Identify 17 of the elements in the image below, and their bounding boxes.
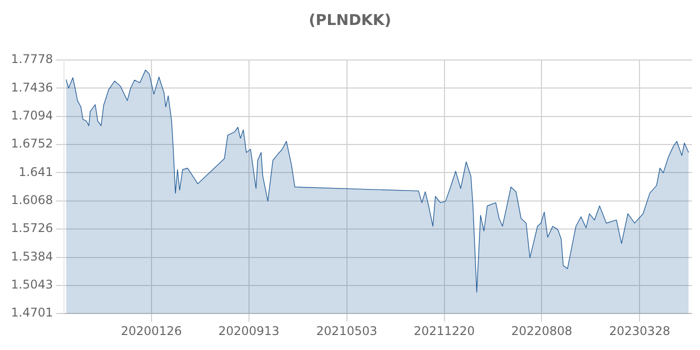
- y-tick-label: 1.5384: [10, 249, 53, 264]
- y-tick-label: 1.5726: [10, 221, 53, 236]
- chart-title: (PLNDKK): [308, 10, 392, 29]
- y-tick-label: 1.7778: [10, 52, 53, 66]
- y-tick-label: 1.641: [18, 164, 53, 179]
- y-tick-label: 1.6068: [10, 193, 53, 208]
- y-tick-label: 1.4701: [10, 306, 53, 320]
- x-tick-label: 20230328: [609, 324, 670, 338]
- y-tick-label: 1.7094: [10, 108, 53, 122]
- y-tick-label: 1.7436: [10, 80, 53, 94]
- x-tick-label: 20220808: [511, 324, 572, 338]
- y-tick-label: 1.6752: [10, 136, 53, 151]
- y-tick-label: 1.5043: [10, 278, 53, 292]
- x-tick-label: 20210503: [316, 324, 378, 338]
- x-tick-label: 20200126: [120, 324, 182, 338]
- x-tick-label: 20200913: [218, 324, 280, 338]
- x-tick-label: 20211220: [414, 324, 475, 338]
